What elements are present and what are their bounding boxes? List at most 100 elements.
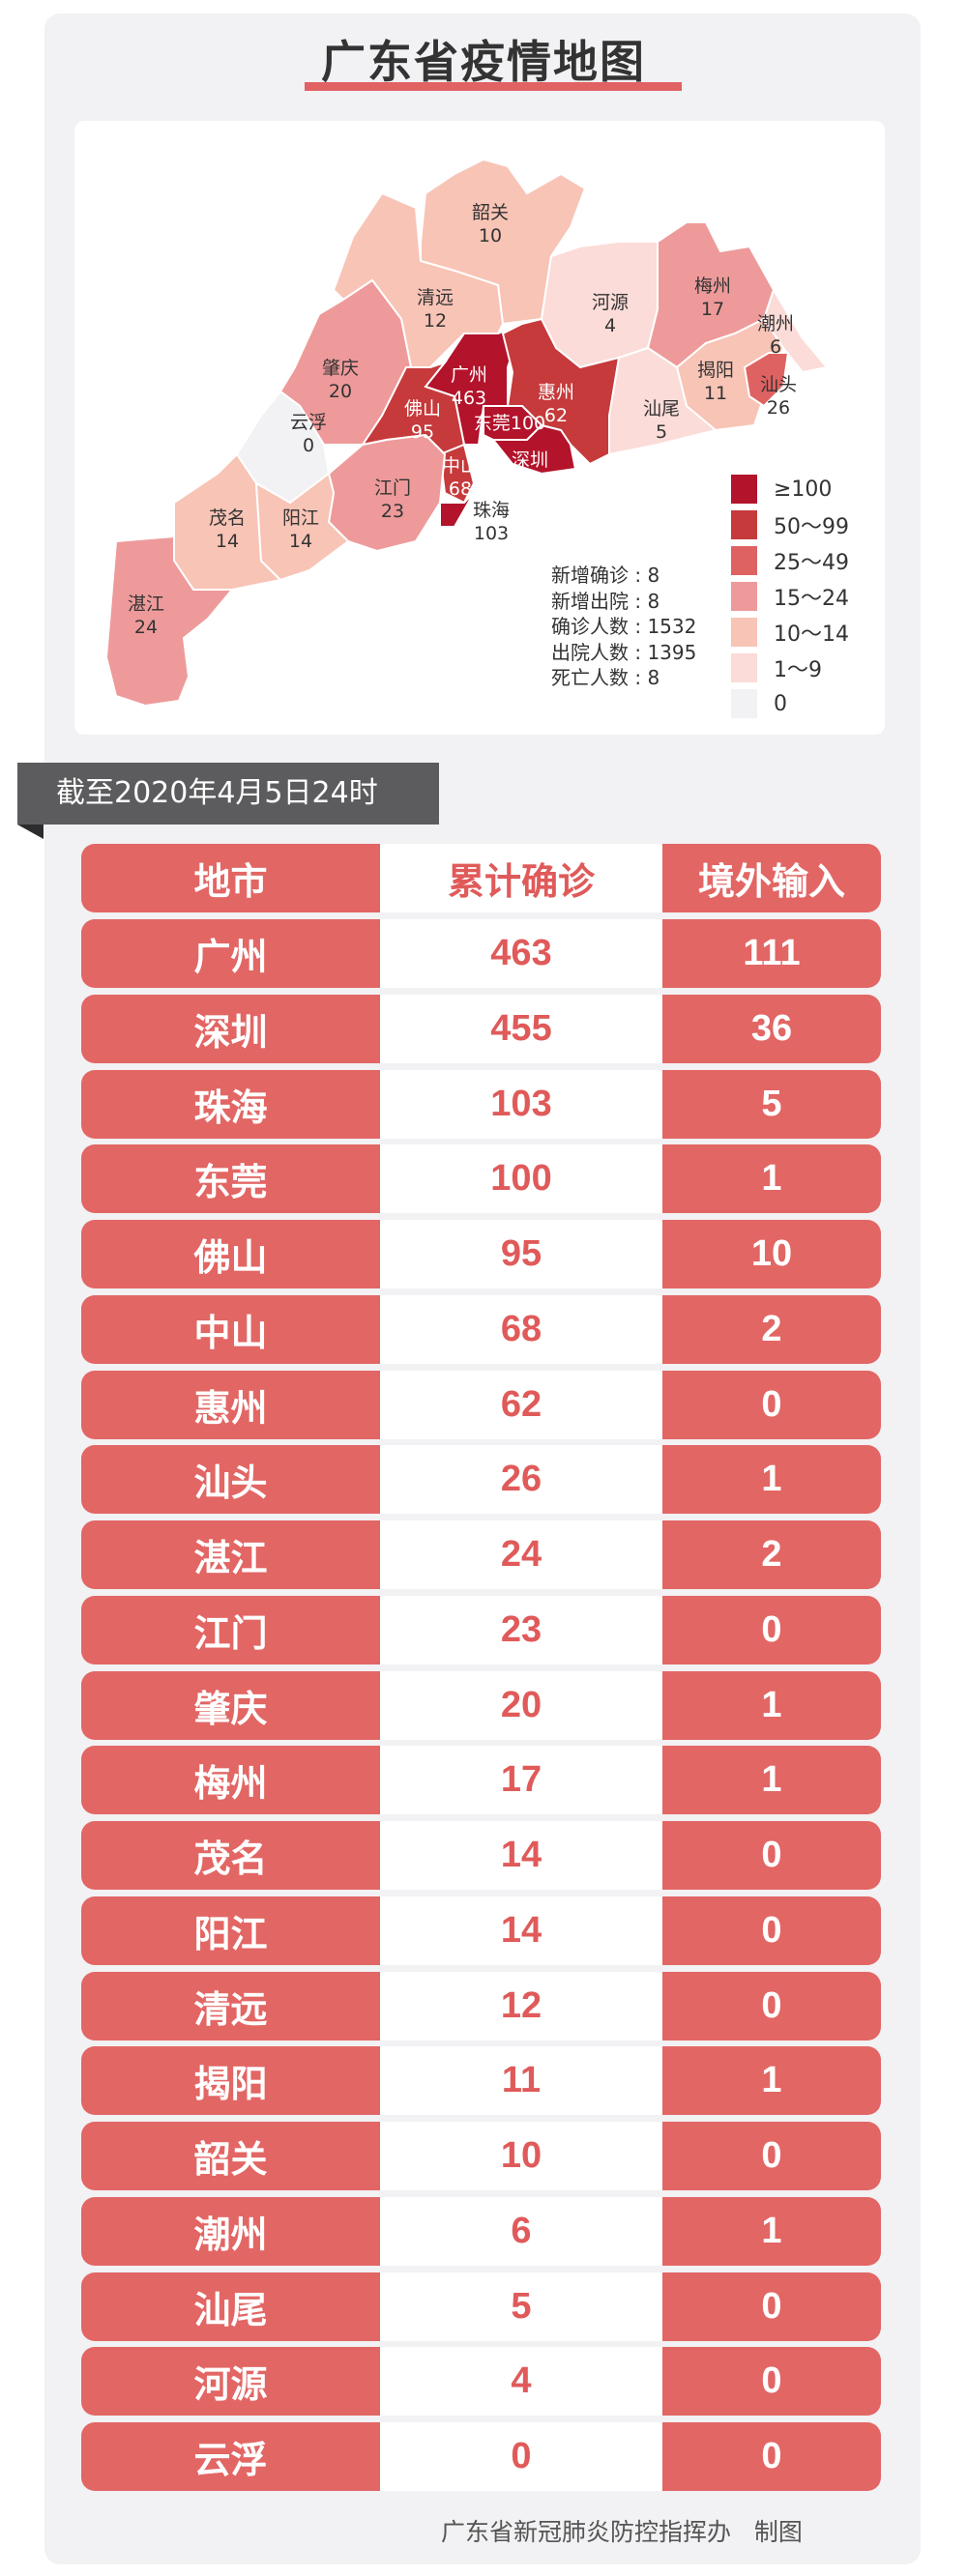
cell-confirmed: 100 xyxy=(380,1144,662,1214)
stat-row: 确诊人数 : 1532 xyxy=(551,615,697,638)
page-title: 广东省疫情地图 xyxy=(321,36,646,88)
cell-imported: 36 xyxy=(662,994,881,1063)
table-row: 深圳 455 36 xyxy=(81,994,881,1063)
cell-confirmed: 11 xyxy=(380,2046,662,2116)
stat-label: 新增确诊 xyxy=(551,564,629,587)
region-label: 阳江 14 xyxy=(282,507,319,553)
region-name: 湛江 xyxy=(127,593,165,615)
cell-confirmed: 5 xyxy=(380,2272,662,2341)
region-name: 茂名 xyxy=(208,507,247,529)
cell-imported: 111 xyxy=(662,919,881,988)
table-row: 汕头 26 1 xyxy=(81,1445,881,1515)
cell-confirmed: 62 xyxy=(380,1370,662,1439)
region-name: 东莞 xyxy=(473,413,511,434)
header-confirmed: 累计确诊 xyxy=(380,844,662,912)
cell-city: 茂名 xyxy=(81,1821,380,1891)
table-row: 湛江 24 2 xyxy=(81,1520,881,1590)
region-13 xyxy=(608,346,718,456)
region-label: 佛山 95 xyxy=(404,397,441,444)
cell-imported: 1 xyxy=(662,2046,881,2116)
stat-row: 死亡人数 : 8 xyxy=(551,666,660,689)
cell-imported: 2 xyxy=(662,1520,881,1590)
guangdong-map xyxy=(104,158,829,708)
table-row: 肇庆 20 1 xyxy=(81,1670,881,1740)
region-value: 103 xyxy=(473,523,510,544)
header-imported: 境外输入 xyxy=(662,844,881,912)
region-name: 清远 xyxy=(416,287,454,308)
region-value: 26 xyxy=(766,397,791,419)
region-label: 茂名 14 xyxy=(209,507,246,553)
legend-item: ≥100 xyxy=(731,475,832,504)
legend-item: 50～99 xyxy=(731,510,849,539)
region-name: 梅州 xyxy=(693,275,732,297)
legend-swatch xyxy=(731,653,757,682)
region-label: 潮州 6 xyxy=(757,312,794,359)
cell-imported: 1 xyxy=(662,1144,881,1214)
table-row: 中山 68 2 xyxy=(81,1294,881,1364)
stat-value: 8 xyxy=(647,564,660,587)
region-name: 中山 xyxy=(441,455,480,477)
region-name: 珠海 xyxy=(472,500,511,521)
map-stats: 新增确诊 : 8 新增出院 : 8 确诊人数 : 1532 出院人数 : 1395 死亡… xyxy=(551,563,696,691)
stat-label: 新增出院 xyxy=(551,589,629,613)
table-row: 珠海 103 5 xyxy=(81,1069,881,1139)
cell-city: 江门 xyxy=(81,1595,380,1664)
legend-label: 50～99 xyxy=(774,515,849,539)
region-6 xyxy=(743,352,790,408)
header-city: 地市 xyxy=(81,844,380,912)
stat-label: 确诊人数 xyxy=(551,615,629,638)
cell-imported: 0 xyxy=(662,1821,881,1891)
table-header: 地市 累计确诊 境外输入 xyxy=(81,844,881,912)
table-row: 揭阳 11 1 xyxy=(81,2046,881,2116)
cell-city: 汕头 xyxy=(81,1445,380,1515)
cell-confirmed: 26 xyxy=(380,1445,662,1515)
region-label: 江门 23 xyxy=(374,477,411,523)
cell-city: 潮州 xyxy=(81,2196,380,2266)
region-value: 463 xyxy=(451,388,487,409)
title-underline xyxy=(305,82,682,91)
region-label: 云浮 0 xyxy=(290,411,327,457)
region-value: 95 xyxy=(410,421,435,443)
legend-label: 10～14 xyxy=(774,622,849,647)
cell-confirmed: 6 xyxy=(380,2196,662,2266)
banner-fold xyxy=(17,825,44,839)
legend-label: 25～49 xyxy=(774,551,849,575)
region-19 xyxy=(254,472,350,582)
table-row: 茂名 14 0 xyxy=(81,1821,881,1891)
region-name: 揭阳 xyxy=(696,360,735,381)
region-value: 68 xyxy=(448,478,473,500)
region-value: 24 xyxy=(133,617,159,638)
cell-imported: 1 xyxy=(662,1670,881,1740)
cell-city: 惠州 xyxy=(81,1370,380,1439)
region-value: 11 xyxy=(703,383,728,404)
region-label: 东莞 100 xyxy=(474,412,545,435)
table-row: 江门 23 0 xyxy=(81,1595,881,1664)
cell-city: 湛江 xyxy=(81,1520,380,1590)
table-row: 汕尾 5 0 xyxy=(81,2272,881,2341)
legend-label: 1～9 xyxy=(774,658,822,682)
cell-imported: 1 xyxy=(662,1445,881,1515)
table-row: 潮州 6 1 xyxy=(81,2196,881,2266)
cell-confirmed: 10 xyxy=(380,2122,662,2191)
cell-confirmed: 12 xyxy=(380,1971,662,2041)
cell-imported: 10 xyxy=(662,1220,881,1289)
region-value: 12 xyxy=(423,310,448,332)
cell-city: 揭阳 xyxy=(81,2046,380,2116)
cell-city: 云浮 xyxy=(81,2422,380,2492)
table-row: 阳江 14 0 xyxy=(81,1896,881,1965)
stat-value: 1395 xyxy=(647,640,697,664)
region-name: 广州 xyxy=(450,364,488,386)
cell-city: 珠海 xyxy=(81,1069,380,1139)
region-value: 10 xyxy=(478,225,503,246)
region-name: 佛山 xyxy=(403,398,442,420)
cell-city: 梅州 xyxy=(81,1746,380,1815)
legend-swatch xyxy=(731,546,757,575)
legend-swatch xyxy=(731,475,757,504)
cell-imported: 0 xyxy=(662,1370,881,1439)
region-name: 韶关 xyxy=(471,202,510,223)
region-name: 深圳 xyxy=(511,449,549,471)
region-value: 5 xyxy=(655,421,668,443)
cell-confirmed: 4 xyxy=(380,2347,662,2417)
cell-confirmed: 0 xyxy=(380,2422,662,2492)
stat-label: 出院人数 xyxy=(551,640,629,664)
